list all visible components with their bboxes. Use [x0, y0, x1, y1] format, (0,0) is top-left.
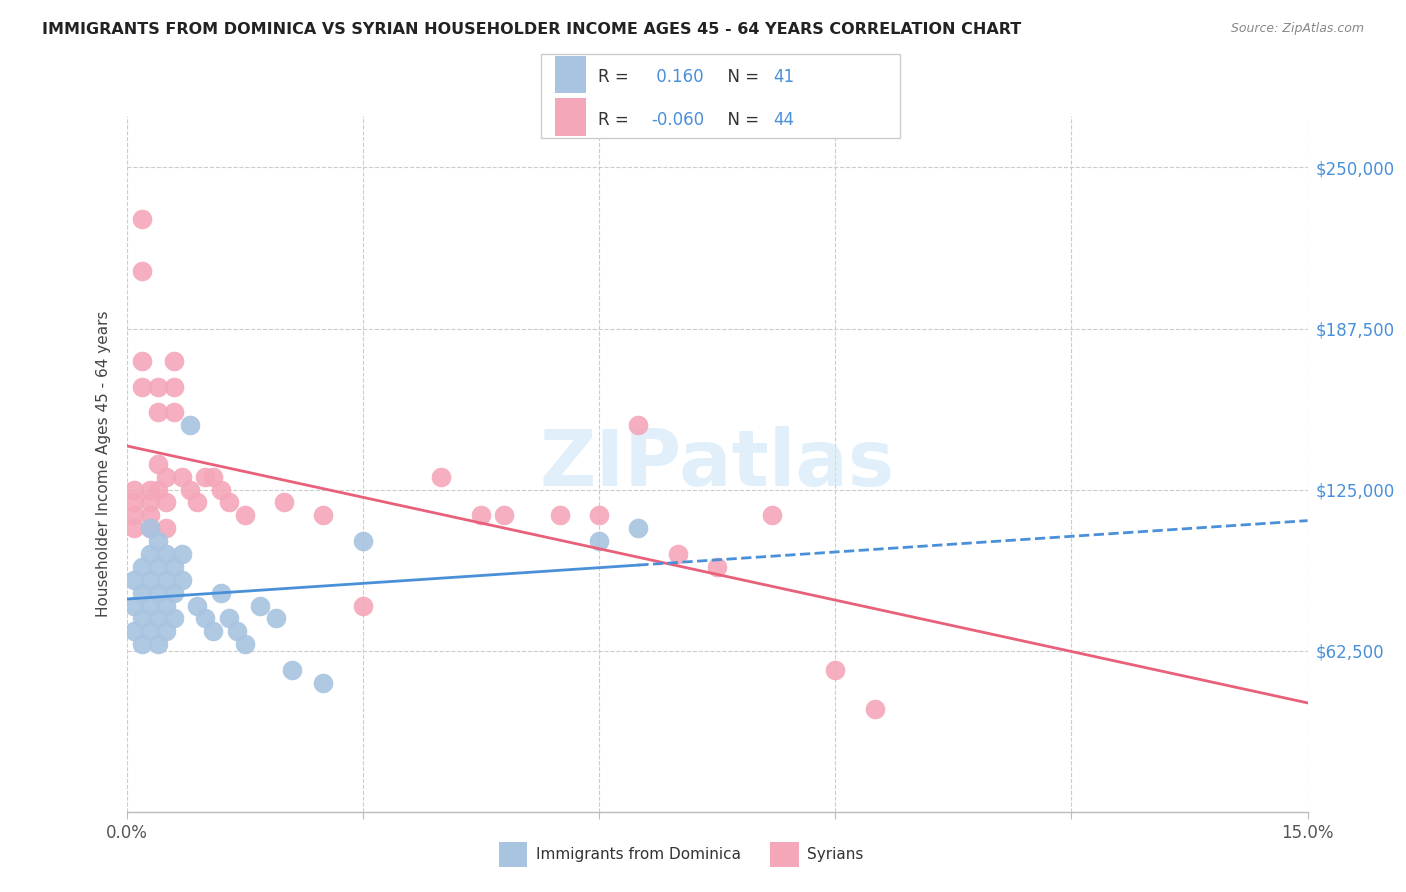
Point [264, 611, 287, 625]
Point [430, 469, 453, 483]
Point [312, 676, 335, 690]
Y-axis label: Householder Income Ages 45 - 64 years: Householder Income Ages 45 - 64 years [96, 310, 111, 617]
Point [761, 508, 783, 523]
Point [131, 637, 153, 651]
Point [155, 469, 177, 483]
Point [627, 418, 650, 433]
Point [139, 599, 162, 613]
Point [146, 483, 169, 497]
Point [124, 573, 146, 587]
Point [627, 521, 650, 535]
Point [124, 508, 146, 523]
Point [209, 585, 232, 599]
Point [146, 534, 169, 549]
Point [124, 599, 146, 613]
Point [170, 469, 193, 483]
Point [186, 495, 208, 509]
Point [470, 508, 492, 523]
Point [124, 521, 146, 535]
Point [146, 457, 169, 471]
Text: Immigrants from Dominica: Immigrants from Dominica [536, 847, 741, 862]
Point [194, 611, 217, 625]
Point [194, 469, 217, 483]
Point [131, 585, 153, 599]
Point [863, 701, 886, 715]
Point [170, 547, 193, 561]
Point [209, 483, 232, 497]
Text: 0.160: 0.160 [651, 69, 703, 87]
Point [233, 508, 256, 523]
Text: 44: 44 [773, 111, 794, 128]
Point [163, 585, 186, 599]
Point [155, 495, 177, 509]
Point [131, 263, 153, 277]
Point [139, 547, 162, 561]
Point [273, 495, 295, 509]
Point [139, 483, 162, 497]
Text: 41: 41 [773, 69, 794, 87]
Point [139, 495, 162, 509]
Point [139, 624, 162, 639]
Point [249, 599, 271, 613]
Point [155, 624, 177, 639]
Point [233, 637, 256, 651]
Point [352, 534, 374, 549]
Point [202, 469, 225, 483]
Point [146, 585, 169, 599]
Point [588, 508, 610, 523]
Point [179, 418, 201, 433]
Point [281, 663, 304, 677]
Point [588, 534, 610, 549]
Point [131, 212, 153, 227]
Point [131, 611, 153, 625]
Text: R =: R = [598, 69, 634, 87]
Text: IMMIGRANTS FROM DOMINICA VS SYRIAN HOUSEHOLDER INCOME AGES 45 - 64 YEARS CORRELA: IMMIGRANTS FROM DOMINICA VS SYRIAN HOUSE… [42, 22, 1021, 37]
Point [163, 560, 186, 574]
Text: -0.060: -0.060 [651, 111, 704, 128]
Point [124, 495, 146, 509]
Point [146, 611, 169, 625]
Text: R =: R = [598, 111, 634, 128]
Text: N =: N = [717, 111, 765, 128]
Point [218, 495, 240, 509]
Point [548, 508, 571, 523]
Point [139, 521, 162, 535]
Point [131, 560, 153, 574]
Point [139, 573, 162, 587]
Point [186, 599, 208, 613]
Point [155, 521, 177, 535]
Point [352, 599, 374, 613]
Point [155, 599, 177, 613]
Point [202, 624, 225, 639]
Point [139, 508, 162, 523]
Point [494, 508, 516, 523]
Point [146, 379, 169, 393]
Point [225, 624, 247, 639]
Point [146, 560, 169, 574]
Text: ZIPatlas: ZIPatlas [540, 425, 894, 502]
Point [179, 483, 201, 497]
Text: Syrians: Syrians [807, 847, 863, 862]
Point [706, 560, 728, 574]
Point [139, 521, 162, 535]
Point [218, 611, 240, 625]
Point [312, 508, 335, 523]
Point [131, 353, 153, 368]
Point [163, 353, 186, 368]
Point [155, 573, 177, 587]
Point [163, 611, 186, 625]
Point [824, 663, 846, 677]
Text: Source: ZipAtlas.com: Source: ZipAtlas.com [1230, 22, 1364, 36]
Point [131, 379, 153, 393]
Point [170, 573, 193, 587]
Point [666, 547, 689, 561]
Point [146, 405, 169, 419]
Point [124, 624, 146, 639]
Point [163, 405, 186, 419]
Point [155, 547, 177, 561]
Point [124, 483, 146, 497]
Text: N =: N = [717, 69, 765, 87]
Point [146, 637, 169, 651]
Point [163, 379, 186, 393]
